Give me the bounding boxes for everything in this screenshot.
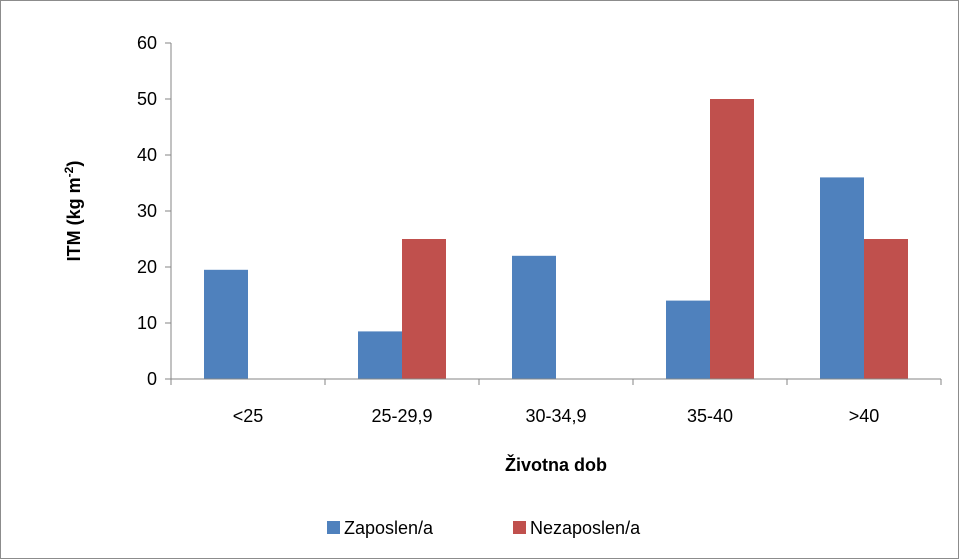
x-axis-title: Životna dob xyxy=(505,454,607,475)
legend-swatch-nezaposlen xyxy=(513,521,526,534)
bar-nezaposlen xyxy=(402,239,446,379)
y-tick-label: 20 xyxy=(137,257,157,277)
x-tick-label: <25 xyxy=(233,406,264,426)
bar-zaposlen xyxy=(204,269,248,379)
bar-nezaposlen xyxy=(864,239,908,379)
legend-label-nezaposlen: Nezaposlen/a xyxy=(530,518,641,538)
legend: Zaposlen/a Nezaposlen/a xyxy=(327,518,641,538)
legend-swatch-zaposlen xyxy=(327,521,340,534)
bar-zaposlen xyxy=(820,177,864,379)
y-tick-label: 40 xyxy=(137,145,157,165)
y-tick-label: 30 xyxy=(137,201,157,221)
x-tick-labels-group: <25 25-29,9 30-34,9 35-40 >40 xyxy=(233,406,880,426)
y-axis-title: ITM (kg m-2) xyxy=(62,161,84,262)
y-axis-title-superscript: -2 xyxy=(62,166,76,177)
x-ticks-group xyxy=(170,379,942,385)
y-axis-title-main: ITM (kg m xyxy=(64,177,84,261)
y-tick-label: 0 xyxy=(147,369,157,389)
x-tick-label: 30-34,9 xyxy=(525,406,586,426)
x-tick-label: 35-40 xyxy=(687,406,733,426)
x-tick-label: 25-29,9 xyxy=(371,406,432,426)
y-tick-label: 60 xyxy=(137,33,157,53)
y-ticks-group: 0 10 20 30 40 50 60 xyxy=(137,33,171,389)
y-tick-label: 50 xyxy=(137,89,157,109)
x-tick-label: >40 xyxy=(849,406,880,426)
bars-group xyxy=(204,99,908,379)
bar-zaposlen xyxy=(512,255,556,379)
y-tick-label: 10 xyxy=(137,313,157,333)
bar-zaposlen xyxy=(666,300,710,379)
bar-nezaposlen xyxy=(710,99,754,379)
bar-zaposlen xyxy=(358,331,402,379)
legend-label-zaposlen: Zaposlen/a xyxy=(344,518,434,538)
y-axis-title-end: ) xyxy=(64,161,84,167)
